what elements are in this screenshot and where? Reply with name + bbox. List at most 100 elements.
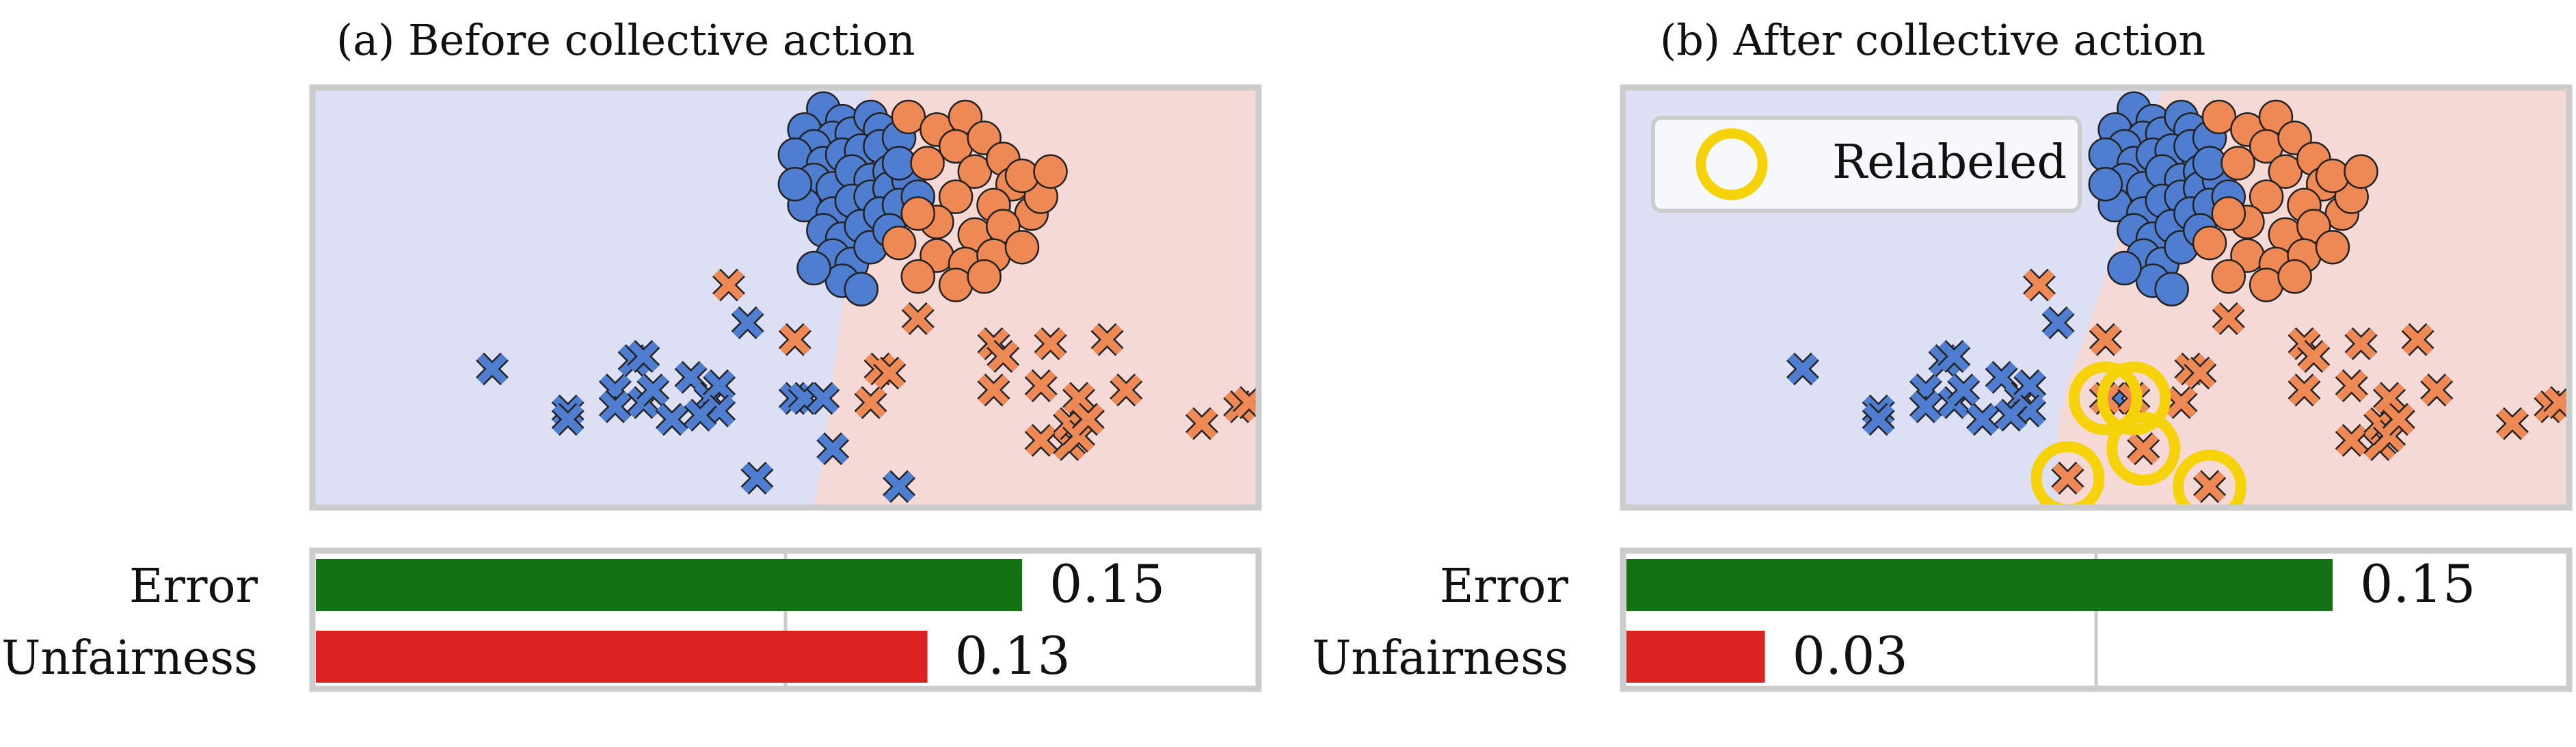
point-circle-orange	[900, 196, 936, 231]
point-x-orange	[901, 302, 935, 335]
point-circle-orange	[2315, 158, 2350, 194]
point-circle-orange	[2315, 230, 2350, 265]
point-x-blue	[740, 462, 774, 495]
bar-unfairness	[1626, 631, 1765, 683]
point-x-blue	[2041, 306, 2075, 339]
point-circle-orange	[881, 225, 917, 261]
point-x-blue	[816, 432, 850, 466]
point-x-orange	[2420, 374, 2454, 407]
point-x-orange	[2051, 462, 2084, 495]
point-x-orange	[2193, 470, 2227, 503]
point-x-orange	[1062, 382, 1096, 415]
bar-value-label: 0.03	[1793, 625, 1908, 686]
point-circle-blue	[2154, 272, 2189, 306]
point-x-orange	[712, 268, 745, 302]
legend: Relabeled	[1651, 116, 2082, 213]
point-ring	[2030, 441, 2105, 508]
point-circle-orange	[957, 154, 993, 189]
point-x-blue	[1937, 339, 1971, 373]
bar-error	[316, 559, 1022, 611]
point-x-orange	[2127, 432, 2160, 466]
point-x-blue	[2013, 369, 2047, 402]
point-circle-orange	[2192, 225, 2227, 261]
point-ring	[2068, 361, 2143, 436]
bar-value-label: 0.15	[1049, 553, 1165, 614]
point-x-blue	[1786, 352, 1819, 386]
category-label: Unfairness	[1, 631, 258, 685]
point-x-orange	[2287, 374, 2321, 407]
point-x-blue	[1965, 403, 1999, 436]
bar-value-label: 0.15	[2360, 553, 2476, 614]
point-circle-blue	[796, 250, 831, 286]
point-x-blue	[703, 369, 736, 402]
point-x-blue	[655, 403, 688, 436]
point-circle-orange	[900, 259, 936, 294]
point-x-blue	[1862, 403, 1895, 436]
point-circle-orange	[1004, 158, 1040, 194]
point-x-orange	[2184, 356, 2217, 390]
point-x-orange	[2335, 369, 2368, 402]
point-x-orange	[2495, 407, 2529, 441]
point-ring	[2097, 361, 2171, 436]
point-x-orange	[2382, 403, 2415, 436]
point-x-orange	[1024, 369, 1058, 402]
category-label: Error	[1440, 560, 1569, 614]
panel-a-title: (a) Before collective action	[336, 15, 915, 65]
category-label: Unfairness	[1312, 631, 1568, 685]
point-circle-orange	[2211, 259, 2246, 294]
point-x-orange	[1024, 423, 1058, 457]
point-x-orange	[778, 323, 811, 356]
point-x-blue	[1947, 374, 1981, 407]
point-x-blue	[731, 306, 764, 339]
point-x-orange	[1034, 327, 1067, 361]
point-circle-orange	[1004, 230, 1040, 265]
point-ring	[2106, 412, 2181, 486]
point-x-orange	[873, 356, 907, 390]
point-x-blue	[551, 403, 585, 436]
point-circle-orange	[2211, 196, 2246, 231]
point-x-orange	[977, 374, 1010, 407]
point-circle-orange	[2201, 99, 2237, 135]
point-x-blue	[1909, 390, 1942, 423]
scatter-frame	[1620, 84, 2573, 511]
bar-value-label: 0.13	[955, 625, 1071, 686]
point-x-orange	[2022, 268, 2056, 302]
point-x-blue	[598, 390, 632, 423]
scatter-panel-a	[309, 84, 1262, 511]
point-x-orange	[987, 339, 1020, 373]
point-circle-blue	[2088, 166, 2123, 202]
point-x-blue	[883, 470, 916, 503]
point-circle-orange	[2268, 154, 2303, 189]
point-circle-orange	[938, 179, 974, 214]
point-x-orange	[1071, 403, 1105, 436]
point-x-orange	[2344, 327, 2378, 361]
bar-panel-a: 0.15 Error 0.13 Unfairness	[1, 547, 1262, 692]
point-circle-orange	[2221, 146, 2255, 181]
point-ring	[2173, 449, 2247, 508]
point-circle-orange	[2277, 259, 2312, 294]
point-x-orange	[2297, 339, 2331, 373]
legend-box	[1651, 116, 2082, 213]
point-x-orange	[2164, 386, 2198, 419]
legend-ring-icon	[1695, 128, 1768, 200]
point-circle-orange	[891, 99, 926, 135]
point-circle-orange	[1033, 154, 1068, 189]
point-x-orange	[2212, 302, 2245, 335]
point-circle-orange	[910, 146, 945, 181]
legend-label: Relabeled	[1832, 135, 2067, 189]
point-x-blue	[636, 374, 670, 407]
scatter-frame	[309, 84, 1262, 511]
bar-error	[1626, 559, 2333, 611]
point-x-orange	[854, 386, 887, 419]
point-x-blue	[475, 352, 509, 386]
bar-frame	[309, 547, 1262, 692]
point-x-orange	[2335, 423, 2368, 457]
point-x-orange	[1110, 374, 1143, 407]
point-x-blue	[807, 382, 840, 415]
point-x-orange	[2373, 382, 2406, 415]
point-circle-orange	[2344, 154, 2378, 189]
panel-b-title: (b) After collective action	[1660, 15, 2205, 65]
point-circle-blue	[844, 272, 878, 306]
point-x-blue	[684, 398, 717, 432]
